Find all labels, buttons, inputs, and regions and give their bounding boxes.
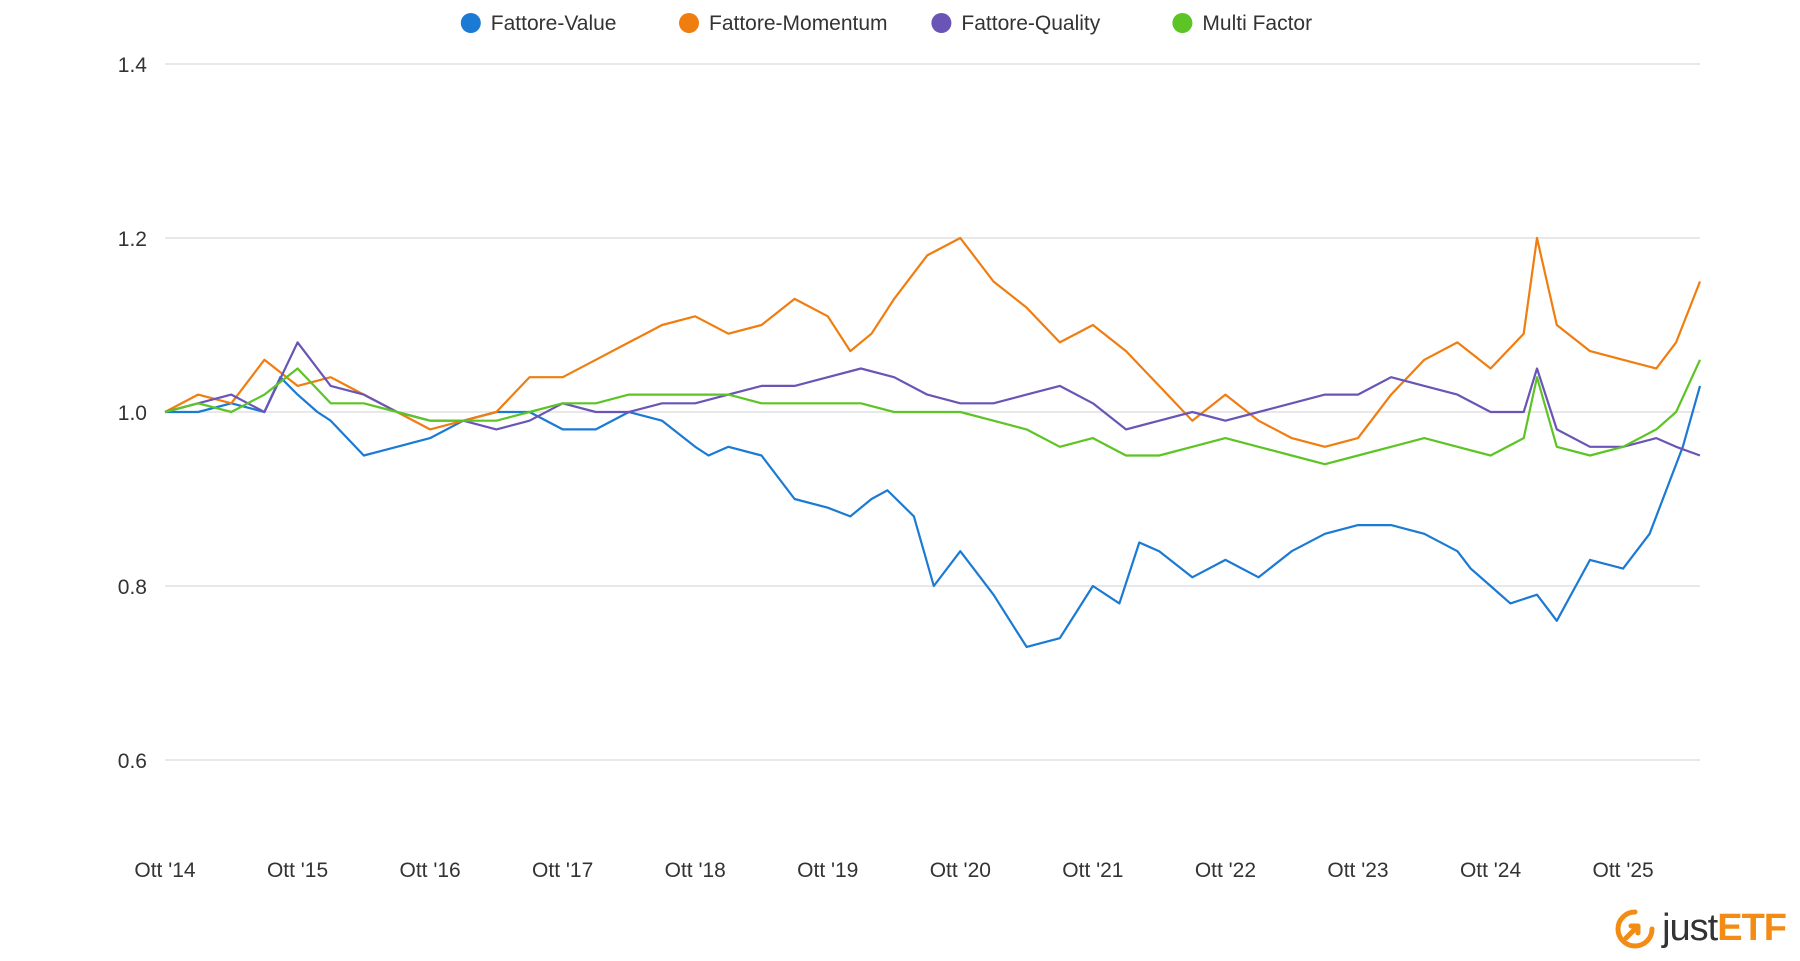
legend: Fattore-Value Fattore-Momentum Fattore-Qua…	[460, 12, 1312, 35]
logo-just-text: just	[1662, 907, 1718, 949]
legend-marker	[460, 13, 481, 33]
y-tick-label: 0.8	[118, 576, 147, 599]
y-tick-label: 1.4	[118, 54, 148, 77]
series-group	[164, 236, 1702, 649]
series-line-1	[164, 236, 1702, 448]
x-axis: Ott '14 Ott '15 Ott '16 Ott '17 Ott '18 Ott '…	[134, 859, 1653, 882]
x-tick-label: Ott '14	[134, 859, 196, 882]
series-line-2	[164, 341, 1701, 457]
x-tick-label: Ott '15	[267, 859, 328, 882]
legend-item[interactable]: Fattore-Momentum	[679, 12, 888, 35]
legend-marker	[931, 13, 952, 33]
y-tick-label: 1.0	[118, 402, 147, 425]
x-tick-label: Ott '17	[532, 859, 593, 882]
x-tick-label: Ott '23	[1327, 859, 1388, 882]
legend-label: Fattore-Value	[491, 12, 617, 35]
y-axis: 1.4 1.2 1.0 0.8 0.6	[118, 54, 148, 773]
x-tick-label: Ott '24	[1460, 859, 1522, 882]
justetf-logo: justETF	[1614, 907, 1787, 950]
legend-item[interactable]: Fattore-Value	[460, 12, 617, 35]
x-tick-label: Ott '19	[797, 859, 858, 882]
logo-etf-text: ETF	[1717, 907, 1787, 949]
legend-marker	[1172, 13, 1193, 33]
x-tick-label: Ott '20	[930, 859, 991, 882]
x-tick-label: Ott '22	[1195, 859, 1256, 882]
y-tick-label: 0.6	[118, 750, 147, 773]
series-line-0	[165, 376, 1702, 649]
y-tick-label: 1.2	[118, 228, 147, 251]
legend-marker	[679, 13, 699, 33]
x-tick-label: Ott '25	[1593, 859, 1654, 882]
x-tick-label: Ott '18	[665, 859, 726, 882]
legend-label: Multi Factor	[1202, 12, 1312, 35]
legend-item[interactable]: Fattore-Quality	[931, 12, 1101, 35]
legend-label: Fattore-Quality	[961, 12, 1100, 35]
x-tick-label: Ott '21	[1062, 859, 1123, 882]
legend-label: Fattore-Momentum	[709, 12, 888, 35]
logo-mark-icon	[1615, 909, 1655, 948]
series-line-3	[164, 359, 1702, 466]
legend-item[interactable]: Multi Factor	[1172, 12, 1312, 35]
x-tick-label: Ott '16	[400, 859, 461, 882]
